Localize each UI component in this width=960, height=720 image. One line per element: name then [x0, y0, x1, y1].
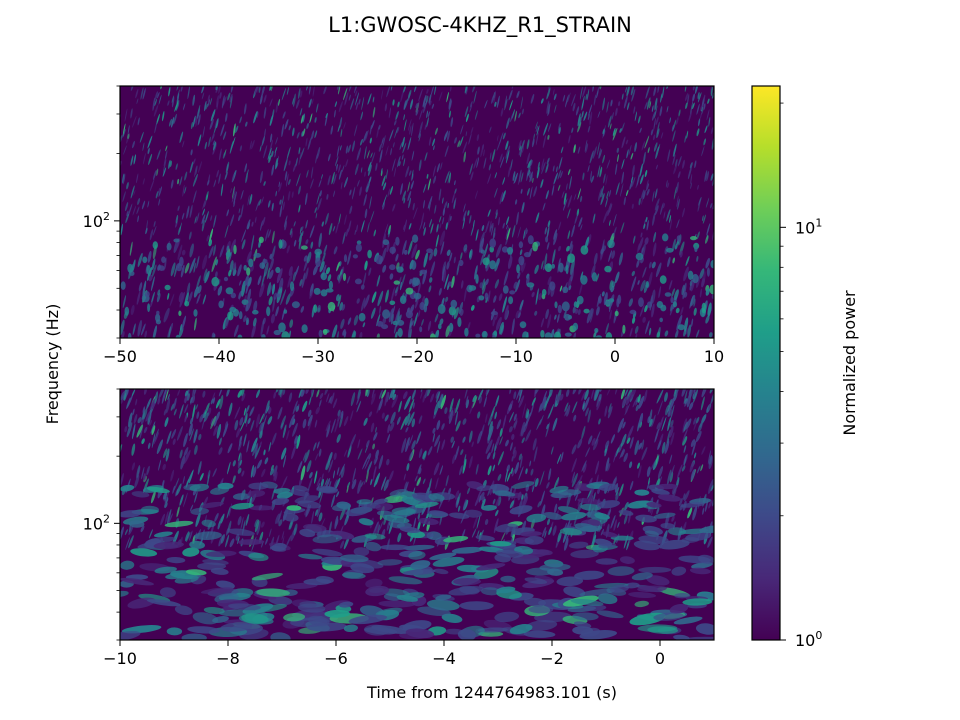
top-x-tick-label: −20 [400, 347, 434, 366]
colorbar-ticks: 100 101 [780, 102, 822, 650]
top-x-tick-label: 0 [610, 347, 620, 366]
colorbar-frame [751, 85, 781, 641]
bot-y-tick-label: 102 [83, 512, 110, 533]
bottom-spectrogram-power-pattern [120, 389, 714, 640]
top-x-tick-label: −10 [499, 347, 533, 366]
top-axes-ticks: −50 −40 −30 −20 −10 0 10 102 [83, 85, 724, 366]
bot-x-tick-label: −8 [216, 649, 240, 668]
bottom-axes-ticks: −10 −8 −6 −4 −2 0 102 [83, 388, 665, 668]
top-x-tick-label: 10 [704, 347, 724, 366]
colorbar-tick-label: 100 [795, 629, 822, 650]
colorbar-label: Normalized power [840, 290, 859, 436]
bot-x-tick-label: −10 [103, 649, 137, 668]
y-axis-label: Frequency (Hz) [43, 304, 62, 425]
top-x-tick-label: −50 [103, 347, 137, 366]
top-y-tick-label: 102 [83, 210, 110, 231]
figure-title: L1:GWOSC-4KHZ_R1_STRAIN [328, 13, 632, 38]
colorbar: 100 101 Normalized power [751, 85, 859, 650]
colorbar-gradient [752, 86, 780, 640]
colorbar-tick-label: 101 [795, 216, 822, 237]
bottom-spectrogram-panel: −10 −8 −6 −4 −2 0 102 [83, 388, 715, 668]
bot-x-tick-label: 0 [655, 649, 665, 668]
top-x-tick-label: −30 [301, 347, 335, 366]
bot-x-tick-label: −4 [432, 649, 456, 668]
bot-x-tick-label: −2 [540, 649, 564, 668]
top-x-tick-label: −40 [202, 347, 236, 366]
top-spectrogram-panel: −50 −40 −30 −20 −10 0 10 102 [83, 85, 724, 366]
x-axis-label: Time from 1244764983.101 (s) [366, 683, 617, 702]
bottom-axes-frame [119, 388, 715, 641]
bot-x-tick-label: −6 [324, 649, 348, 668]
top-spectrogram-power-pattern [120, 86, 714, 338]
